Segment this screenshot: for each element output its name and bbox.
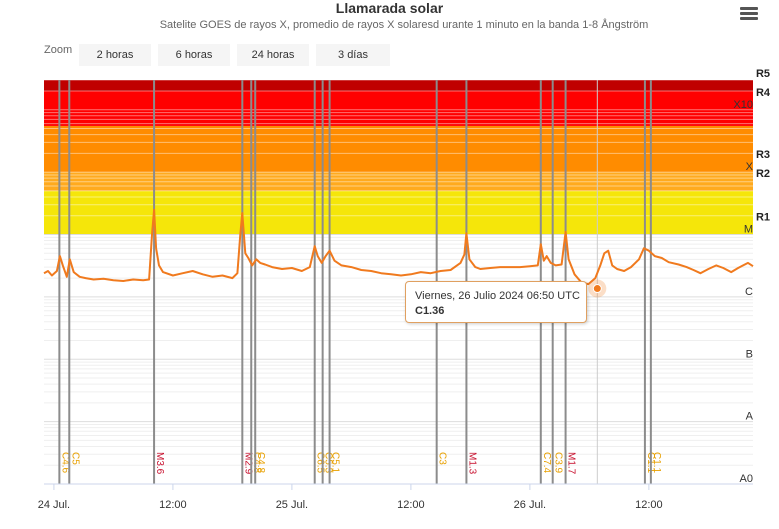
class-label: X [746,161,754,173]
flare-marker-label: C4.8 [255,452,266,474]
flare-marker-label: C4.6 [59,452,70,474]
x-tick-label: 12:00 [635,499,663,511]
chart-title: Llamarada solar [335,0,444,16]
series-line [43,208,754,286]
x-tick-label: 12:00 [397,499,425,511]
band-r5 [44,80,753,91]
flare-marker-label: C5.3 [323,452,334,474]
x-tick-label: 25 Jul. [276,499,308,511]
zoom-3d-button[interactable]: 3 días [316,44,390,66]
class-label: C [745,286,753,298]
radio-label: R5 [756,68,770,80]
flare-marker-label: M2.9 [242,452,253,475]
chart-subtitle: Satelite GOES de rayos X, promedio de ra… [159,19,649,31]
flare-marker-label: C3 [437,452,448,465]
band-r2 [44,172,753,191]
class-label: B [746,348,753,360]
radio-label: R3 [756,149,770,161]
highlight-point [592,284,602,294]
zoom-label: Zoom [44,44,73,56]
flare-marker-label: M3.6 [154,452,165,475]
flare-marker-label: C7.4 [541,452,552,474]
tooltip-value: C1.36 [415,305,445,317]
band-r4 [44,90,753,126]
zoom-24h-button[interactable]: 24 horas [237,44,309,66]
flare-marker-label: C6.5 [315,452,326,474]
class-label: M [744,224,753,236]
zoom-6h-button[interactable]: 6 horas [158,44,230,66]
zoom-2h-button[interactable]: 2 horas [79,44,151,66]
flare-marker-label: M1.7 [566,452,577,475]
band-r1 [44,190,753,235]
flare-marker-label: C1.1 [651,452,662,474]
class-label: A0 [740,473,753,485]
flare-marker-label: C3.9 [553,452,564,474]
tooltip-date: Viernes, 26 Julio 2024 06:50 UTC [415,290,580,302]
class-label: X10 [733,99,753,111]
radio-label: R1 [756,212,770,224]
x-tick-label: 24 Jul. [38,499,70,511]
class-label: A [746,411,754,423]
x-tick-label: 12:00 [159,499,187,511]
flare-marker-label: M1.3 [466,452,477,475]
radio-label: R2 [756,168,770,180]
flare-marker-label: C5 [69,452,80,465]
radio-label: R4 [756,87,771,99]
flare-marker-label: C5.1 [330,452,341,474]
flare-marker-label: C4.8 [251,452,262,474]
x-tick-label: 26 Jul. [514,499,546,511]
tooltip: Viernes, 26 Julio 2024 06:50 UTC C1.36 [405,281,587,323]
menu-icon[interactable] [740,7,758,21]
band-r3 [44,125,753,173]
